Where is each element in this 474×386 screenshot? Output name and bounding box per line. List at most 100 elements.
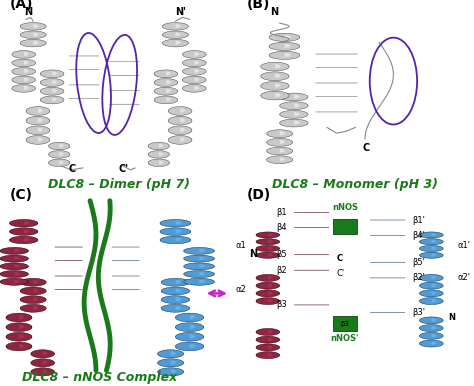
Ellipse shape xyxy=(40,97,64,103)
Polygon shape xyxy=(166,71,171,75)
Text: α1': α1' xyxy=(457,240,470,250)
Polygon shape xyxy=(268,291,273,295)
Polygon shape xyxy=(14,280,20,283)
Polygon shape xyxy=(40,70,64,78)
Polygon shape xyxy=(175,342,204,351)
Ellipse shape xyxy=(280,94,308,100)
Ellipse shape xyxy=(31,351,55,357)
Polygon shape xyxy=(40,96,64,104)
Polygon shape xyxy=(294,103,300,107)
Ellipse shape xyxy=(168,117,192,124)
Polygon shape xyxy=(20,305,46,312)
Polygon shape xyxy=(31,359,55,367)
Polygon shape xyxy=(19,344,24,348)
Ellipse shape xyxy=(419,318,443,323)
Ellipse shape xyxy=(419,253,443,257)
Text: β2': β2' xyxy=(412,273,425,283)
Polygon shape xyxy=(24,86,28,90)
Polygon shape xyxy=(19,325,24,329)
Polygon shape xyxy=(24,229,29,233)
Polygon shape xyxy=(24,52,28,56)
Ellipse shape xyxy=(256,291,280,296)
Polygon shape xyxy=(182,85,206,92)
Polygon shape xyxy=(157,368,183,376)
Polygon shape xyxy=(256,344,280,351)
Polygon shape xyxy=(256,239,280,245)
Polygon shape xyxy=(168,116,192,125)
Polygon shape xyxy=(180,108,185,113)
Polygon shape xyxy=(280,110,308,118)
Polygon shape xyxy=(24,221,29,225)
Polygon shape xyxy=(59,152,64,156)
Ellipse shape xyxy=(419,275,443,281)
Polygon shape xyxy=(261,81,289,90)
Ellipse shape xyxy=(161,288,190,294)
Polygon shape xyxy=(175,332,204,341)
Ellipse shape xyxy=(183,271,214,277)
Polygon shape xyxy=(52,80,57,84)
Polygon shape xyxy=(31,368,55,376)
Polygon shape xyxy=(20,39,46,47)
Polygon shape xyxy=(268,284,273,287)
Ellipse shape xyxy=(26,108,50,114)
Ellipse shape xyxy=(20,279,46,285)
Polygon shape xyxy=(31,350,55,358)
Polygon shape xyxy=(166,89,171,93)
Polygon shape xyxy=(180,128,185,132)
Polygon shape xyxy=(0,247,28,254)
Polygon shape xyxy=(33,41,38,45)
Polygon shape xyxy=(161,296,190,303)
Polygon shape xyxy=(160,220,191,227)
Polygon shape xyxy=(268,330,273,334)
Polygon shape xyxy=(419,245,443,252)
Polygon shape xyxy=(431,276,436,279)
Polygon shape xyxy=(19,315,24,319)
Polygon shape xyxy=(14,257,20,260)
Polygon shape xyxy=(175,24,181,28)
Polygon shape xyxy=(24,78,28,81)
Ellipse shape xyxy=(12,85,36,91)
Ellipse shape xyxy=(269,43,300,49)
Ellipse shape xyxy=(0,256,28,261)
Polygon shape xyxy=(419,325,443,332)
Ellipse shape xyxy=(162,24,188,29)
Ellipse shape xyxy=(148,160,170,166)
Polygon shape xyxy=(280,119,308,127)
Polygon shape xyxy=(268,247,273,250)
Polygon shape xyxy=(20,23,46,30)
Polygon shape xyxy=(48,142,70,150)
Ellipse shape xyxy=(6,314,32,321)
Ellipse shape xyxy=(0,264,28,269)
Text: C: C xyxy=(363,142,370,152)
Polygon shape xyxy=(256,298,280,305)
Polygon shape xyxy=(171,351,176,356)
Polygon shape xyxy=(33,289,38,293)
Ellipse shape xyxy=(48,160,70,166)
Ellipse shape xyxy=(20,40,46,46)
Polygon shape xyxy=(9,228,38,235)
Ellipse shape xyxy=(12,51,36,58)
Polygon shape xyxy=(256,252,280,258)
Polygon shape xyxy=(275,74,281,78)
Ellipse shape xyxy=(280,111,308,117)
Ellipse shape xyxy=(12,60,36,66)
Polygon shape xyxy=(0,278,28,285)
Text: β1': β1' xyxy=(412,215,425,225)
Text: β5: β5 xyxy=(276,250,287,259)
Text: α2': α2' xyxy=(457,273,470,283)
Polygon shape xyxy=(419,274,443,281)
Polygon shape xyxy=(162,31,188,39)
Text: N: N xyxy=(24,7,32,17)
Polygon shape xyxy=(160,236,191,244)
Polygon shape xyxy=(20,31,46,39)
Ellipse shape xyxy=(9,220,38,226)
Polygon shape xyxy=(419,317,443,324)
Ellipse shape xyxy=(269,52,300,59)
FancyBboxPatch shape xyxy=(333,219,356,234)
Polygon shape xyxy=(269,33,300,41)
Ellipse shape xyxy=(20,32,46,38)
Polygon shape xyxy=(168,107,192,115)
Text: N: N xyxy=(270,7,278,17)
Polygon shape xyxy=(176,238,182,242)
Ellipse shape xyxy=(182,85,206,91)
